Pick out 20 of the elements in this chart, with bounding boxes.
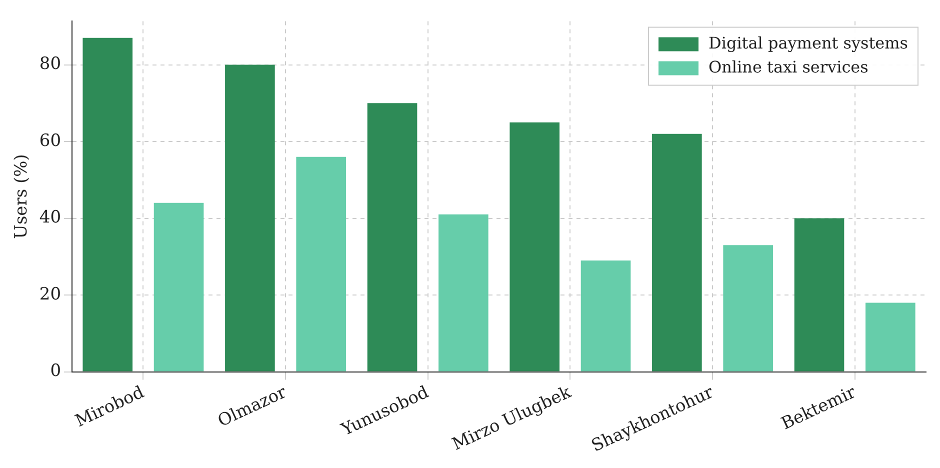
legend-label: Online taxi services bbox=[708, 57, 868, 76]
bar bbox=[866, 302, 916, 372]
bar bbox=[723, 245, 773, 372]
bar bbox=[367, 103, 418, 372]
bar bbox=[794, 218, 844, 372]
y-tick-label: 20 bbox=[39, 284, 62, 304]
y-tick-label: 40 bbox=[39, 208, 62, 228]
bar bbox=[580, 260, 631, 372]
bar bbox=[438, 214, 488, 372]
y-tick-label: 80 bbox=[39, 54, 62, 74]
bar bbox=[652, 134, 702, 372]
bar bbox=[296, 156, 346, 372]
bar bbox=[225, 64, 275, 372]
bar bbox=[510, 122, 560, 372]
y-tick-label: 60 bbox=[39, 130, 62, 151]
bar bbox=[154, 202, 204, 372]
y-axis-title: Users (%) bbox=[12, 154, 32, 239]
y-tick-label: 0 bbox=[50, 361, 62, 382]
bar bbox=[82, 38, 133, 372]
legend-label: Digital payment systems bbox=[708, 33, 908, 52]
